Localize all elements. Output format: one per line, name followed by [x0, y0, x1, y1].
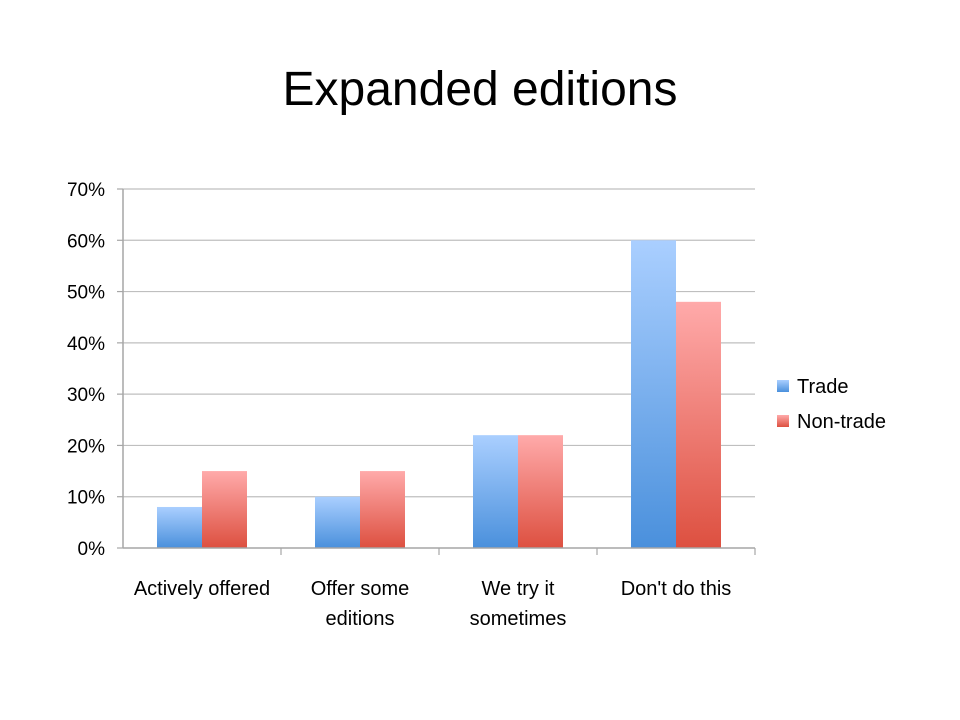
bar-trade-2	[473, 435, 518, 548]
bar-non-trade-1	[360, 471, 405, 548]
bar-trade-3	[631, 240, 676, 549]
x-category-label: We try it	[482, 578, 555, 600]
y-tick-label: 60%	[67, 231, 105, 252]
bar-non-trade-2	[518, 435, 563, 548]
legend: Trade Non-trade	[777, 376, 886, 433]
bar-non-trade-0	[202, 471, 247, 548]
legend-label: Trade	[797, 376, 849, 398]
bar-non-trade-3	[676, 301, 721, 548]
x-category-label: Actively offered	[134, 578, 270, 600]
y-tick-label: 40%	[67, 334, 105, 355]
y-tick-label: 0%	[78, 539, 106, 560]
legend-swatch-trade	[777, 380, 789, 392]
y-tick-label: 70%	[67, 180, 105, 201]
y-tick-label: 30%	[67, 385, 105, 406]
bar-trade-1	[315, 496, 360, 548]
bar-trade-0	[157, 506, 202, 548]
y-tick-label: 20%	[67, 436, 105, 457]
legend-swatch-non-trade	[777, 415, 789, 427]
x-category-labels: Actively offered Offer some editions We try…	[134, 578, 731, 630]
legend-label: Non-trade	[797, 411, 886, 433]
x-category-label: Don't do this	[621, 578, 732, 600]
bars	[157, 240, 721, 549]
y-tick-label: 50%	[67, 283, 105, 304]
y-tick-label: 10%	[67, 488, 105, 509]
y-tick-labels: 0% 10% 20% 30% 40% 50% 60% 70%	[67, 180, 105, 560]
x-category-label: Offer some	[311, 578, 410, 600]
axes	[117, 188, 756, 555]
x-category-label: editions	[326, 608, 395, 630]
x-category-label: sometimes	[470, 608, 567, 630]
chart-title: Expanded editions	[282, 63, 678, 116]
